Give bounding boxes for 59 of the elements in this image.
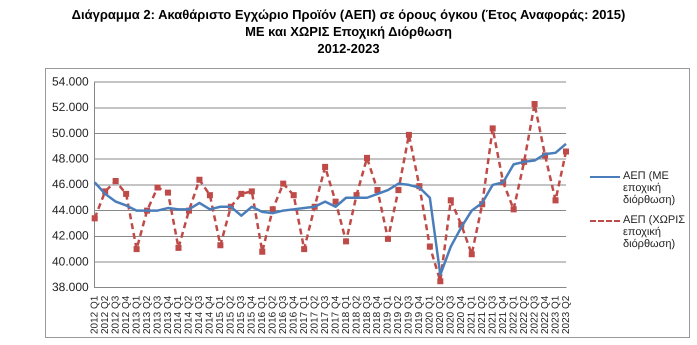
x-tick-label: 2016 Q1 [257,295,268,334]
legend-label: ΑΕΠ (ΜΕ εποχική διόρθωση) [623,170,676,206]
x-tick-label: 2019 Q4 [414,295,426,334]
y-tick-label: 42.000 [52,228,90,243]
x-tick-label: 2022 Q1 [508,295,520,334]
x-tick-label: 2012 Q4 [120,295,132,334]
x-tick-label: 2018 Q2 [351,295,362,334]
x-tick-label: 2018 Q1 [340,295,352,334]
y-tick-label: 40.000 [52,254,90,268]
x-tick-label: 2019 Q2 [393,295,404,334]
x-tick-label: 2015 Q3 [236,295,248,334]
x-tick-label: 2016 Q2 [268,295,278,334]
x-tick-label: 2012 Q3 [110,295,122,334]
x-tick-label: 2021 Q4 [498,295,509,334]
x-tick-label: 2020 Q2 [435,295,446,334]
x-tick-label: 2017 Q2 [309,295,320,334]
x-tick-label: 2016 Q4 [288,295,300,334]
legend-label: ΑΕΠ (ΧΩΡΙΣ εποχική διόρθωση) [623,214,686,250]
x-tick-label: 2022 Q2 [518,295,530,334]
x-tick-label: 2019 Q3 [404,295,415,334]
y-tick-label: 46.000 [52,177,90,192]
x-tick-label: 2012 Q1 [89,295,100,334]
y-tick-label: 48.000 [52,152,90,166]
y-tick-label: 38.000 [52,280,90,294]
x-tick-label: 2020 Q4 [456,295,468,334]
x-tick-label: 2020 Q3 [446,295,457,334]
x-tick-label: 2023 Q2 [560,295,572,334]
x-tick-label: 2013 Q1 [131,295,142,334]
x-tick-label: 2017 Q3 [320,295,331,334]
x-tick-label: 2023 Q1 [550,295,562,334]
x-tick-label: 2015 Q4 [246,295,258,334]
y-tick-label: 52.000 [52,100,90,114]
x-tick-label: 2014 Q1 [173,295,184,334]
x-tick-label: 2013 Q3 [152,295,164,334]
x-tick-label: 2015 Q1 [215,295,226,334]
x-tick-label: 2018 Q4 [372,295,384,334]
x-tick-label: 2021 Q3 [487,295,498,334]
x-tick-label: 2021 Q2 [476,295,488,334]
x-tick-label: 2013 Q4 [162,295,174,334]
x-tick-label: 2013 Q2 [142,295,153,334]
y-tick-label: 50.000 [52,126,90,140]
x-tick-label: 2014 Q3 [194,295,206,334]
x-tick-label: 2012 Q2 [100,295,111,334]
chart-subtitle: ΜΕ και ΧΩΡΙΣ Εποχική Διόρθωση 2012-2023 [244,23,453,57]
x-tick-label: 2018 Q3 [362,295,373,334]
chart-title: Διάγραμμα 2: Ακαθάριστο Εγχώριο Προϊόν (ΑΕΠ) σε όρους όγκου (Έτος Αναφοράς: 2015) [70,6,626,23]
x-tick-label: 2016 Q3 [278,295,289,334]
x-tick-label: 2015 Q2 [226,295,237,334]
x-tick-label: 2020 Q1 [424,295,436,334]
x-tick-label: 2021 Q1 [466,295,478,334]
x-tick-label: 2014 Q4 [204,295,216,334]
x-tick-label: 2022 Q3 [529,295,540,334]
x-tick-label: 2017 Q4 [330,295,342,334]
x-tick-label: 2017 Q1 [298,295,310,334]
y-tick-label: 54.000 [52,74,90,89]
x-tick-label: 2022 Q4 [540,295,551,334]
x-tick-label: 2014 Q2 [184,295,195,334]
x-tick-label: 2019 Q1 [382,295,394,334]
y-tick-label: 44.000 [52,202,90,217]
